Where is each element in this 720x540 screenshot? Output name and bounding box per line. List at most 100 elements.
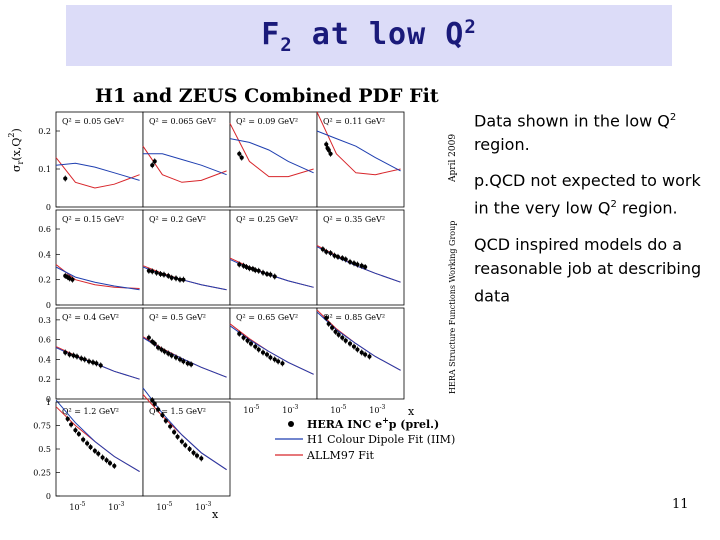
data-point xyxy=(152,341,157,346)
data-point xyxy=(86,359,92,364)
data-point xyxy=(194,453,200,458)
data-point xyxy=(355,347,360,352)
bullet-item: Data shown in the low Q2 region. xyxy=(474,111,677,155)
bullet-list: Data shown in the low Q2 region. p.QCD n… xyxy=(474,106,714,320)
data-point xyxy=(98,363,103,368)
data-point xyxy=(166,273,171,278)
panel-frame xyxy=(229,111,318,208)
panel-frame xyxy=(55,111,144,208)
data-point xyxy=(96,451,101,456)
data-point xyxy=(351,344,357,349)
x-tick-label: 10-5 xyxy=(243,404,259,415)
x-tick-label: 10-5 xyxy=(156,501,172,512)
y-tick-label: 1 xyxy=(46,398,51,407)
data-point xyxy=(156,345,161,350)
y-tick-label: 0.25 xyxy=(33,469,51,478)
data-point xyxy=(85,441,90,446)
bullet-item: p.QCD not expected to work in the very l… xyxy=(474,171,701,218)
data-point xyxy=(276,359,281,364)
y-tick-label: 0.4 xyxy=(38,355,51,364)
legend-data-label: HERA INC e+p (prel.) xyxy=(307,415,439,431)
data-point xyxy=(324,249,329,254)
x-axis-label-right: x xyxy=(408,405,415,418)
data-point xyxy=(152,401,157,406)
data-point xyxy=(163,418,168,423)
data-point xyxy=(363,352,368,357)
x-tick-label: 10-3 xyxy=(282,404,298,415)
data-point xyxy=(359,263,364,268)
data-point xyxy=(320,247,325,252)
data-point xyxy=(253,268,258,273)
allm-fit-curve xyxy=(142,145,227,183)
y-tick-label: 0 xyxy=(46,395,51,404)
data-point xyxy=(65,416,70,422)
allm-fit-curve xyxy=(55,157,140,189)
dipole-fit-curve xyxy=(142,337,227,378)
data-point xyxy=(177,277,183,282)
data-point xyxy=(247,266,252,271)
y-tick-label: 0.75 xyxy=(33,422,51,431)
data-point xyxy=(237,331,242,336)
data-point xyxy=(343,257,348,262)
data-point xyxy=(150,269,155,274)
side-note-group: HERA Structure Functions Working Group xyxy=(448,221,457,394)
x-tick-exponent: -5 xyxy=(341,404,347,411)
data-point xyxy=(150,163,155,168)
data-point xyxy=(330,325,335,330)
side-note-date: April 2009 xyxy=(448,134,458,183)
legend-data-marker xyxy=(288,421,294,427)
panel-label: Q² = 0.15 GeV² xyxy=(62,215,124,224)
data-point xyxy=(237,151,242,156)
y-tick-label: 0.2 xyxy=(38,127,51,136)
y-tick-label: 0.1 xyxy=(38,165,51,174)
legend-data-tail: p (prel.) xyxy=(389,418,439,431)
data-point xyxy=(324,315,329,320)
data-point xyxy=(272,357,277,362)
data-point xyxy=(191,450,196,455)
data-point xyxy=(107,461,113,466)
x-tick-exponent: -3 xyxy=(379,404,385,411)
data-point xyxy=(74,354,80,359)
data-point xyxy=(347,259,353,265)
data-point xyxy=(185,361,190,366)
data-point xyxy=(363,264,368,270)
y-axis-label-part: 2 xyxy=(7,133,16,138)
data-point xyxy=(175,434,180,439)
data-point xyxy=(152,159,157,164)
data-point xyxy=(169,353,174,358)
panel-label: Q² = 0.2 GeV² xyxy=(149,215,206,224)
data-point xyxy=(100,455,105,460)
data-point xyxy=(181,359,186,364)
data-point xyxy=(154,270,159,275)
data-point xyxy=(326,147,331,153)
data-point xyxy=(67,352,72,357)
data-point xyxy=(343,338,348,343)
data-point xyxy=(280,361,285,366)
dipole-fit-curve xyxy=(55,266,140,291)
data-point xyxy=(237,262,242,267)
data-point xyxy=(199,456,204,461)
legend-data-sup: + xyxy=(382,415,389,425)
data-point xyxy=(239,155,244,160)
data-point xyxy=(328,151,333,156)
panel-frame xyxy=(55,209,144,306)
data-point xyxy=(79,356,84,361)
data-point xyxy=(63,176,68,181)
dipole-fit-curve xyxy=(55,162,140,181)
data-point xyxy=(328,250,333,256)
data-point xyxy=(160,413,165,418)
data-point xyxy=(172,429,177,435)
panel-label: Q² = 0.065 GeV² xyxy=(149,117,216,126)
y-tick-label: 0.5 xyxy=(38,445,51,454)
data-point xyxy=(347,341,353,346)
data-point xyxy=(158,271,163,277)
data-point xyxy=(168,424,173,429)
dipole-fit-curve xyxy=(55,399,140,473)
data-point xyxy=(248,341,254,346)
y-tick-label: 0 xyxy=(46,203,51,212)
y-tick-label: 0.6 xyxy=(38,336,51,345)
y-axis-label-part: σ xyxy=(10,164,23,172)
data-point xyxy=(156,407,161,412)
data-point xyxy=(181,277,186,282)
allm-fit-curve xyxy=(229,123,314,178)
